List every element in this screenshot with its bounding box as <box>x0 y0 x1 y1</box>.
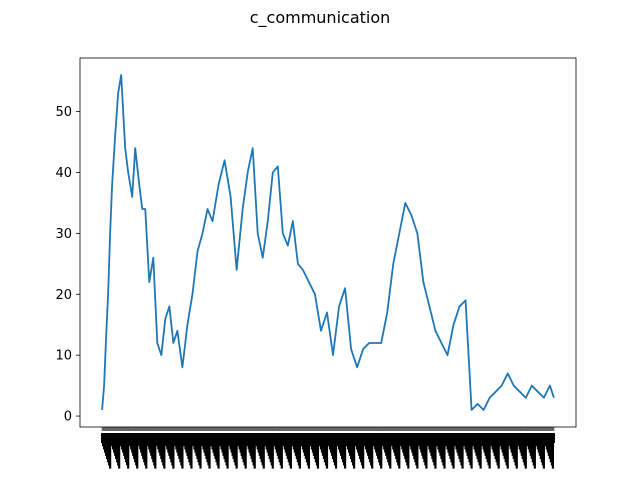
x-tick-label <box>353 433 356 469</box>
x-tick-label <box>271 433 274 469</box>
x-tick-label <box>235 433 238 469</box>
y-tick-label: 40 <box>55 166 72 181</box>
x-tick-label <box>253 433 256 469</box>
x-tick-label <box>434 433 437 469</box>
plot-area <box>80 58 576 427</box>
x-tick-label <box>289 433 292 469</box>
x-tick-label <box>172 433 175 469</box>
x-tick-label <box>461 433 464 469</box>
x-tick-label <box>362 433 365 469</box>
x-tick-label <box>443 433 446 469</box>
x-tick-label <box>479 433 482 469</box>
x-tick-label <box>262 433 265 469</box>
x-tick-label <box>389 433 392 469</box>
x-tick-label <box>533 433 536 469</box>
x-tick-label <box>145 433 148 469</box>
x-tick-label <box>488 433 491 469</box>
x-tick-label <box>551 433 555 469</box>
x-tick-label <box>416 433 419 469</box>
x-tick-label <box>181 433 184 469</box>
x-tick-label <box>316 433 320 469</box>
x-tick-label <box>298 433 301 469</box>
x-tick-labels <box>100 433 556 469</box>
y-tick-label: 50 <box>55 105 72 120</box>
x-tick-label <box>524 433 527 469</box>
x-tick-label <box>226 433 229 469</box>
x-tick-label <box>154 433 157 469</box>
series-line <box>101 74 555 411</box>
x-tick-label <box>425 433 428 469</box>
x-tick-label <box>497 433 500 469</box>
x-tick-label <box>127 433 130 469</box>
x-tick-label <box>208 433 211 469</box>
y-tick-label: 10 <box>55 349 72 364</box>
x-tick-label <box>398 433 401 469</box>
y-tick-label: 0 <box>64 410 72 425</box>
chart-title: c_communication <box>250 8 391 28</box>
x-tick-label <box>199 433 202 469</box>
x-tick-label <box>452 433 455 469</box>
x-tick-label <box>109 433 112 469</box>
x-tick-label <box>407 433 410 469</box>
x-tick-label <box>307 433 311 469</box>
x-tick-label <box>371 433 374 469</box>
x-tick-label <box>470 433 473 469</box>
x-tick-label <box>506 433 509 469</box>
x-tick-label <box>325 433 329 469</box>
x-tick-label <box>380 433 383 469</box>
x-tick-label <box>217 433 220 469</box>
x-tick-label <box>244 433 247 469</box>
y-tick-label: 30 <box>55 227 72 242</box>
y-axis-ticks: 0 10 20 30 40 50 <box>55 105 80 425</box>
plot-frame <box>79 57 577 428</box>
y-tick-label: 20 <box>55 288 72 303</box>
x-tick-label <box>515 433 518 469</box>
x-tick-label <box>343 433 347 469</box>
x-tick-label <box>334 433 338 469</box>
x-axis-ticks <box>101 427 555 431</box>
x-tick-label <box>118 433 121 469</box>
x-tick-label <box>136 433 139 469</box>
x-tick-label <box>190 433 193 469</box>
x-tick-label <box>552 433 556 443</box>
x-tick-label <box>163 433 166 469</box>
x-tick-label <box>280 433 283 469</box>
x-tick-label <box>542 433 545 469</box>
